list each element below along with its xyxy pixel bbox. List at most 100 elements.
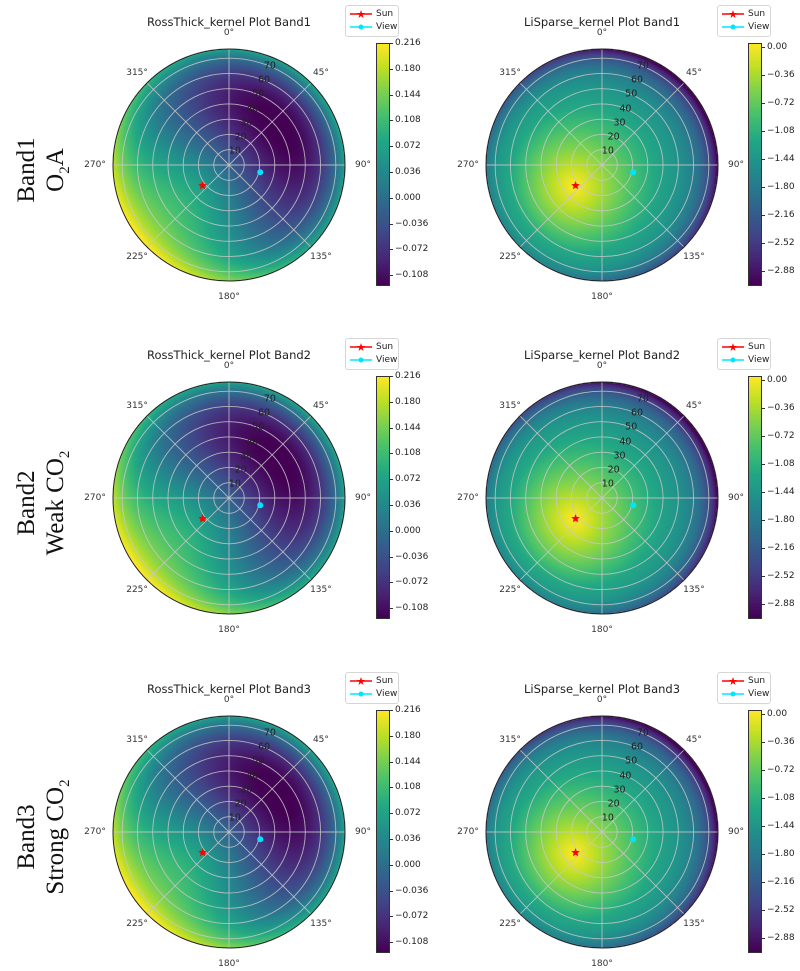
polar-grid (112, 715, 346, 949)
colorbar-tick (762, 576, 765, 578)
colorbar-tick (762, 159, 765, 161)
radial-tick-label: 60 (257, 407, 271, 419)
radial-tick-label: 40 (246, 103, 259, 115)
colorbar-tick-label: −1.08 (767, 459, 795, 469)
band-description-main: Strong CO (42, 786, 69, 895)
colorbar-tick (390, 401, 393, 403)
angular-gridline (228, 497, 312, 581)
legend-label-sun: Sun (748, 676, 766, 686)
angle-tick-label: 90° (728, 493, 744, 503)
colorbar-tick (390, 249, 393, 251)
angle-tick-label: 315° (126, 68, 148, 79)
colorbar-tick-label: −1.08 (767, 793, 795, 803)
angle-tick-label: 315° (499, 401, 521, 412)
colorbar-tick-label: −1.80 (767, 849, 795, 860)
angle-tick-label: 45° (685, 735, 702, 746)
angle-tick-label: 90° (728, 160, 744, 170)
colorbar-tick (390, 453, 393, 455)
angular-gridline (519, 82, 603, 166)
angle-tick-label: 180° (218, 625, 240, 635)
band-description-subscript: 2 (57, 166, 73, 174)
angle-tick-label: 315° (126, 735, 148, 746)
legend-item-sun: Sun (350, 675, 393, 687)
star-icon (722, 343, 744, 351)
colorbar-tick-label: −0.108 (395, 270, 429, 281)
angle-tick-label: 45° (312, 401, 329, 412)
legend-item-view: View (722, 21, 769, 33)
polar-frame (112, 715, 346, 949)
colorbar-tick (390, 735, 393, 737)
angular-gridline (519, 415, 603, 499)
colorbar-tick-label: −0.36 (767, 402, 795, 413)
colorbar-tick (390, 890, 393, 892)
colorbar-tick (762, 407, 765, 409)
colorbar-tick-label: 0.036 (395, 167, 421, 178)
colorbar-tick-label: 0.00 (767, 41, 788, 52)
colorbar-tick-label: −2.16 (767, 543, 795, 554)
colorbar-tick (762, 464, 765, 465)
radial-tick-label: 60 (630, 74, 644, 86)
angle-tick-label: 45° (685, 401, 702, 412)
angular-gridline (601, 82, 685, 166)
panel-title: LiSparse_kernel Plot Band1 (523, 15, 681, 29)
angle-tick-label: 135° (683, 584, 705, 595)
colorbar-tick (762, 741, 765, 743)
colorbar-tick-label: 0.216 (395, 705, 421, 715)
colorbar-tick-label: −1.80 (767, 515, 795, 526)
band-description-main: Weak CO (42, 458, 69, 556)
colorbar-tick (390, 787, 393, 789)
colorbar-tick-label: −0.072 (395, 577, 429, 588)
radial-tick-label: 30 (613, 117, 626, 129)
radial-tick-label: 70 (263, 727, 276, 739)
band-name: Band1 (13, 137, 40, 203)
radial-tick-label: 20 (234, 464, 247, 476)
angular-gridline (228, 164, 312, 248)
colorbar-tick (390, 43, 393, 44)
colorbar-tick-label: 0.072 (395, 474, 421, 485)
colorbar (748, 376, 762, 619)
colorbar-tick-label: −0.72 (767, 430, 795, 441)
colorbar-tick-label: 0.180 (395, 730, 421, 741)
legend-item-sun: Sun (350, 341, 393, 353)
panel-title: LiSparse_kernel Plot Band2 (523, 348, 681, 362)
legend-label-sun: Sun (748, 342, 766, 352)
radial-tick-label: 50 (252, 421, 265, 433)
angular-gridline (228, 415, 312, 499)
star-icon (350, 343, 372, 351)
radial-tick-label: 60 (630, 741, 644, 753)
angle-tick-label: 0° (596, 361, 608, 371)
colorbar-tick (762, 548, 765, 550)
radial-tick-label: 20 (234, 798, 247, 810)
colorbar-tick (762, 379, 765, 381)
angular-gridline (146, 164, 230, 248)
colorbar-tick (390, 761, 393, 763)
radial-tick-label: 70 (263, 393, 276, 405)
angle-tick-label: 0° (596, 28, 608, 38)
legend-item-sun: Sun (350, 8, 393, 20)
radial-tick-label: 50 (252, 755, 265, 767)
angle-tick-label: 270° (457, 827, 479, 837)
colorbar-tick (390, 582, 393, 584)
colorbar-tick (762, 74, 765, 76)
colorbar-tick-label: 0.000 (395, 525, 421, 536)
colorbar-tick (390, 223, 393, 225)
colorbar-tick (762, 131, 765, 132)
colorbar-tick-label: −0.108 (395, 937, 429, 948)
colorbar-tick (390, 197, 393, 199)
colorbar-tick-label: −2.88 (767, 599, 795, 610)
colorbar-tick (390, 94, 393, 96)
angular-gridline (601, 415, 685, 499)
angular-gridline (228, 831, 312, 915)
radial-tick-label: 70 (636, 60, 649, 72)
radial-tick-label: 60 (630, 407, 644, 419)
angle-tick-label: 180° (591, 959, 613, 969)
colorbar-tick (390, 120, 393, 122)
colorbar-tick (390, 530, 393, 532)
colorbar-tick (390, 813, 393, 815)
angular-gridline (146, 749, 230, 833)
angle-tick-label: 45° (312, 735, 329, 746)
radial-tick-label: 20 (234, 131, 247, 143)
band-description-subscript: 2 (57, 450, 73, 459)
angular-gridline (228, 82, 312, 166)
colorbar-tick (762, 187, 765, 189)
